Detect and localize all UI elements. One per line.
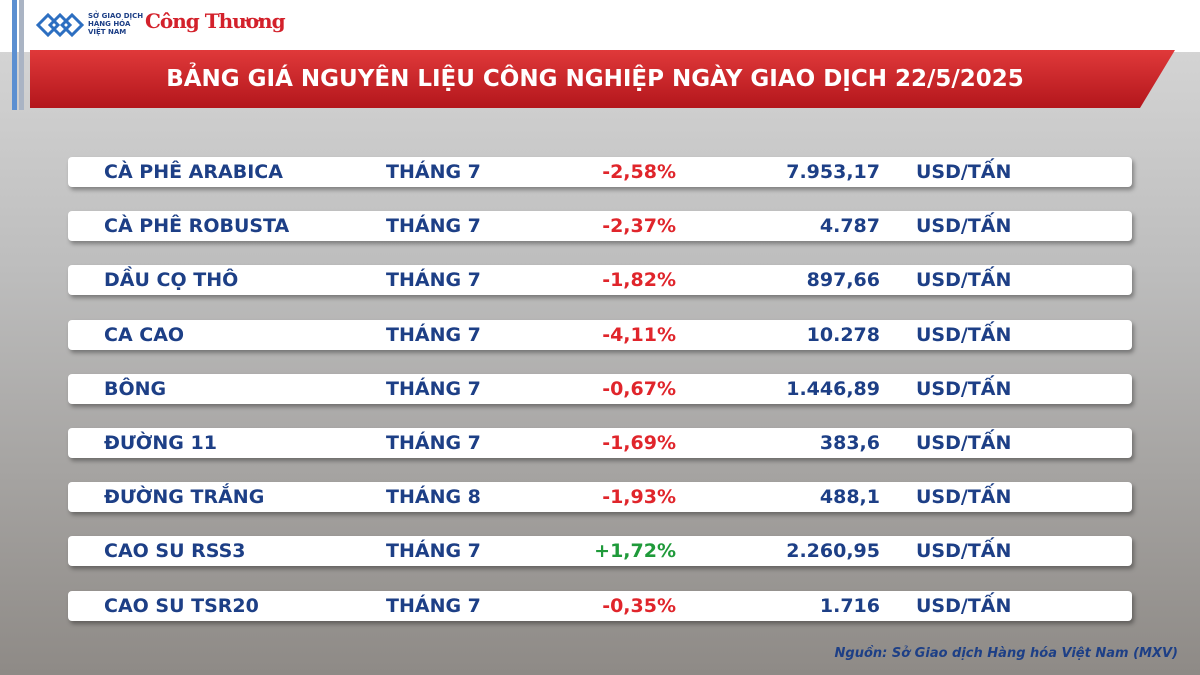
brand: Công Thương xyxy=(145,9,286,33)
logo-line: VIỆT NAM xyxy=(88,28,127,36)
contract-month: THÁNG 7 xyxy=(386,269,481,292)
table-row: CÀ PHÊ ARABICA THÁNG 7 -2,58% 7.953,17 USD/T… xyxy=(68,157,1132,187)
commodity-name: DẦU CỌ THÔ xyxy=(104,269,239,292)
side-strip xyxy=(19,0,24,110)
contract-month: THÁNG 7 xyxy=(386,432,481,454)
table-row: CAO SU TSR20 THÁNG 7 -0,35% 1.716 USD/TẤN xyxy=(68,590,1132,621)
unit: USD/TẤN xyxy=(916,161,1012,183)
price-change: -1,93% xyxy=(602,486,676,509)
unit: USD/TẤN xyxy=(916,377,1012,400)
unit: USD/TẤN xyxy=(916,594,1012,617)
price: 897,66 xyxy=(806,269,880,292)
price-change: -2,58% xyxy=(602,161,676,183)
price: 10.278 xyxy=(806,323,880,346)
logo-text: SỞ GIAO DỊCH HÀNG HÓA VIỆT NAM xyxy=(88,12,143,36)
commodity-name: CAO SU TSR20 xyxy=(104,594,259,617)
unit: USD/TẤN xyxy=(916,269,1012,292)
unit: USD/TẤN xyxy=(916,432,1012,454)
commodity-name: ĐƯỜNG 11 xyxy=(104,432,217,454)
table-row: CAO SU RSS3 THÁNG 7 +1,72% 2.260,95 USD/TẤN xyxy=(68,536,1132,567)
commodity-name: CAO SU RSS3 xyxy=(104,540,246,563)
price-change: -1,82% xyxy=(602,269,676,292)
price-change: -2,37% xyxy=(602,215,676,238)
commodity-name: CA CAO xyxy=(104,323,185,346)
table-row: ĐƯỜNG TRẮNG THÁNG 8 -1,93% 488,1 USD/TẤN xyxy=(68,482,1132,513)
contract-month: THÁNG 7 xyxy=(386,594,481,617)
title-banner xyxy=(30,50,1175,108)
commodity-name: BÔNG xyxy=(104,377,167,400)
unit: USD/TẤN xyxy=(916,323,1012,346)
table-row: CA CAO THÁNG 7 -4,11% 10.278 USD/TẤN xyxy=(68,319,1132,350)
price-change: -0,67% xyxy=(602,377,676,400)
contract-month: THÁNG 7 xyxy=(386,323,481,346)
price: 383,6 xyxy=(819,432,880,454)
table-row: DẦU CỌ THÔ THÁNG 7 -1,82% 897,66 USD/TẤN xyxy=(68,265,1132,296)
contract-month: THÁNG 8 xyxy=(386,486,481,509)
commodity-name: CÀ PHÊ ARABICA xyxy=(104,161,283,183)
table-row: ĐƯỜNG 11 THÁNG 7 -1,69% 383,6 USD/TẤN xyxy=(68,428,1132,458)
price-change: -1,69% xyxy=(602,432,676,454)
price: 2.260,95 xyxy=(786,540,880,563)
commodity-name: CÀ PHÊ ROBUSTA xyxy=(104,215,290,238)
price: 1.446,89 xyxy=(786,377,880,400)
unit: USD/TẤN xyxy=(916,486,1012,509)
commodity-name: ĐƯỜNG TRẮNG xyxy=(104,486,265,509)
table-row: CÀ PHÊ ROBUSTA THÁNG 7 -2,37% 4.787 USD/TẤN xyxy=(68,211,1132,242)
contract-month: THÁNG 7 xyxy=(386,161,481,183)
price: 1.716 xyxy=(819,594,880,617)
price-change: +1,72% xyxy=(594,540,676,563)
contract-month: THÁNG 7 xyxy=(386,540,481,563)
price: 4.787 xyxy=(819,215,880,238)
price-change: -0,35% xyxy=(602,594,676,617)
price: 488,1 xyxy=(819,486,880,509)
price: 7.953,17 xyxy=(786,161,880,183)
logo-line: SỞ GIAO DỊCH xyxy=(88,12,144,20)
contract-month: THÁNG 7 xyxy=(386,377,481,400)
logo-line: HÀNG HÓA xyxy=(88,20,131,28)
logo-icon xyxy=(36,12,84,38)
title: BẢNG GIÁ NGUYÊN LIỆU CÔNG NGHIỆP NGÀY GI… xyxy=(166,66,1024,92)
side-strip xyxy=(12,0,17,110)
table-row: BÔNG THÁNG 7 -0,67% 1.446,89 USD/TẤN xyxy=(68,373,1132,404)
price-change: -4,11% xyxy=(602,323,676,346)
top-band xyxy=(0,0,1200,52)
unit: USD/TẤN xyxy=(916,540,1012,563)
contract-month: THÁNG 7 xyxy=(386,215,481,238)
source-note: Nguồn: Sở Giao dịch Hàng hóa Việt Nam (M… xyxy=(834,646,1178,661)
unit: USD/TẤN xyxy=(916,215,1012,238)
